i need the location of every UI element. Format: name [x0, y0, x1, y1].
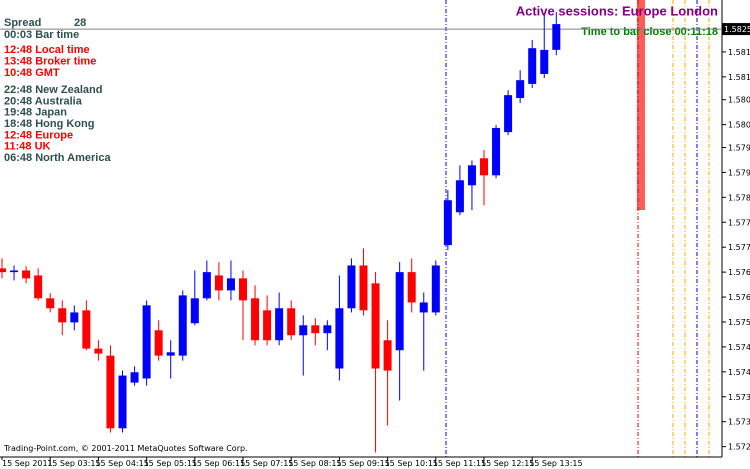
event-band: [637, 0, 645, 210]
candle-body: [455, 180, 464, 213]
candle-body: [467, 165, 476, 186]
candle-body: [118, 375, 127, 429]
candle-body: [383, 340, 392, 371]
candle-body: [82, 310, 91, 349]
y-tick-label: 1.58080: [728, 96, 750, 105]
candle-body: [46, 298, 55, 309]
session-line: 13:48 Broker time: [4, 56, 96, 68]
session-line: 10:48 GMT: [4, 67, 60, 79]
candle-body: [166, 352, 175, 356]
bar-close: Time to bar close 00:11:18: [581, 26, 718, 38]
x-tick-label: 15 Sep 03:15: [47, 459, 100, 468]
y-tick-label: 1.57605: [728, 293, 750, 302]
x-tick-label: 15 Sep 06:15: [192, 459, 245, 468]
candle-body: [10, 270, 19, 273]
candle-body: [202, 272, 211, 299]
x-tick-label: 15 Sep 10:15: [385, 459, 438, 468]
candle-body: [106, 355, 115, 429]
y-tick-label: 1.57245: [728, 443, 750, 452]
y-tick-label: 1.57485: [728, 343, 750, 352]
candle-body: [419, 302, 428, 313]
candle-body: [70, 312, 79, 323]
candle-body: [226, 278, 235, 291]
candle-body: [0, 268, 6, 273]
session-line: 00:03 Bar time: [4, 29, 79, 41]
candle-body: [263, 310, 272, 341]
y-tick-label: 1.57725: [728, 243, 750, 252]
candle-body: [239, 278, 247, 301]
y-tick-label: 1.57425: [728, 368, 750, 377]
candle-body: [275, 308, 284, 341]
session-line: 06:48 North America: [4, 152, 111, 164]
session-line: 11:48 UK: [4, 141, 51, 153]
session-line: 19:48 Japan: [4, 107, 67, 119]
session-line: 20:48 Australia: [4, 95, 83, 107]
candle-body: [154, 330, 163, 356]
last-price-label: 1.58250: [724, 25, 750, 34]
candle-body: [190, 298, 199, 324]
copyright: Trading-Point.com, © 2001-2011 MetaQuote…: [3, 444, 248, 453]
candle-body: [552, 24, 561, 50]
x-tick-label: 15 Sep 11:15: [433, 459, 486, 468]
candle-body: [359, 265, 368, 311]
y-tick-label: 1.57365: [728, 393, 750, 402]
session-line: 12:48 Europe: [4, 129, 73, 141]
candle-body: [335, 308, 344, 369]
candle-body: [347, 265, 356, 309]
y-tick-label: 1.58020: [728, 121, 750, 130]
candle-body: [540, 49, 549, 74]
candle-body: [371, 283, 380, 369]
x-tick-label: 15 Sep 04:15: [95, 459, 148, 468]
candle-body: [311, 325, 320, 334]
sessions: Active sessions: Europe London: [516, 3, 718, 18]
x-tick-label: 15 Sep 12:15: [481, 459, 534, 468]
x-tick-label: 15 Sep 07:15: [240, 459, 293, 468]
x-tick-label: 15 Sep 08:15: [288, 459, 341, 468]
last-price-box: [722, 23, 750, 36]
candle-body: [34, 275, 43, 299]
candle-body: [251, 298, 260, 341]
candle-body: [528, 48, 537, 84]
candle-body: [58, 308, 67, 323]
candle-body: [516, 80, 525, 99]
candle-body: [323, 325, 332, 334]
y-tick-label: 1.57845: [728, 193, 750, 202]
candle-body: [94, 348, 103, 354]
session-line: 12:48 Local time: [4, 44, 90, 56]
y-tick-label: 1.58195: [728, 48, 750, 57]
y-tick-label: 1.57785: [728, 218, 750, 227]
y-tick-label: 1.57905: [728, 168, 750, 177]
x-tick-label: 15 Sep 2011: [2, 459, 53, 468]
candle-body: [480, 158, 488, 176]
y-tick-label: 1.57665: [728, 268, 750, 277]
y-tick-label: 1.58135: [728, 73, 750, 82]
candle-body: [142, 305, 151, 379]
candle-body: [407, 272, 416, 303]
candle-body: [287, 308, 296, 336]
candle-body: [178, 295, 187, 356]
y-tick-label: 1.57305: [728, 418, 750, 427]
x-tick-label: 15 Sep 05:15: [144, 459, 197, 468]
x-tick-label: 15 Sep 09:15: [336, 459, 389, 468]
candle-body: [214, 275, 223, 291]
candle-body: [443, 200, 452, 246]
candle-body: [431, 265, 440, 313]
candle-body: [395, 272, 404, 351]
candle-body: [22, 270, 31, 279]
spread-value: 28: [74, 17, 86, 29]
candle-body: [504, 95, 513, 133]
candle-body: [299, 325, 308, 336]
candle-body: [492, 127, 501, 176]
session-line: 18:48 Hong Kong: [4, 118, 94, 130]
y-tick-label: 1.57545: [728, 318, 750, 327]
x-tick-label: 15 Sep 13:15: [529, 459, 582, 468]
session-line: 22:48 New Zealand: [4, 84, 102, 96]
y-tick-label: 1.57965: [728, 143, 750, 152]
spread-label: Spread: [4, 17, 41, 29]
candle-body: [130, 372, 139, 383]
